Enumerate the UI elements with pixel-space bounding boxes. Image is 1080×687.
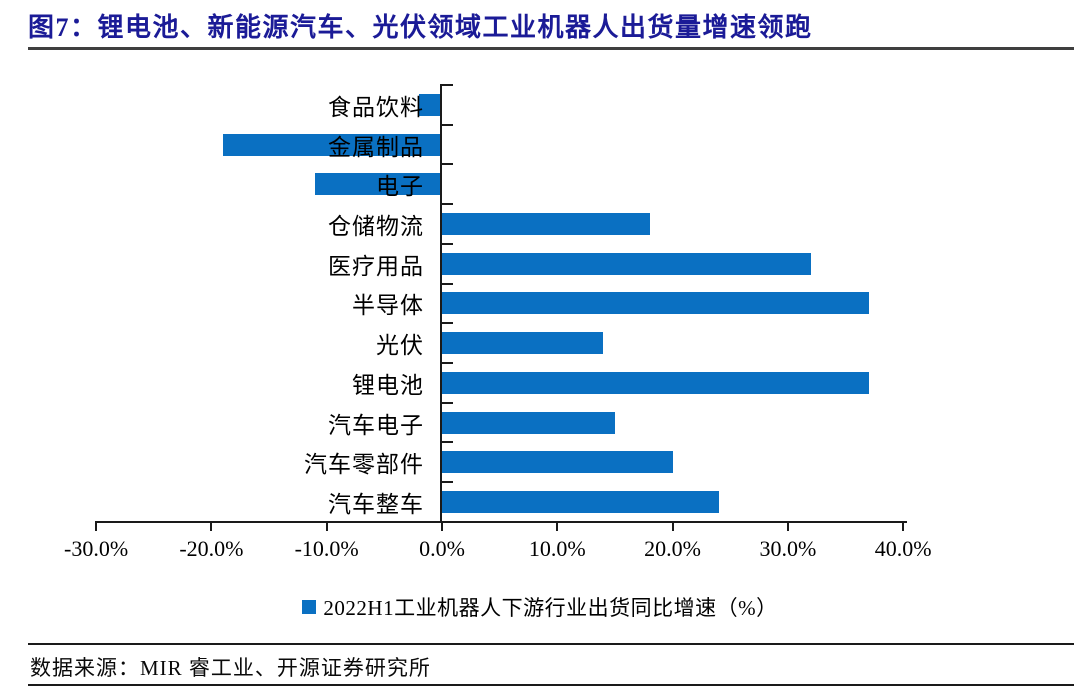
y-axis-tick	[440, 163, 453, 166]
y-axis-tick	[440, 282, 453, 285]
bar	[315, 173, 442, 196]
y-axis-tick	[440, 362, 453, 365]
bar	[442, 371, 869, 394]
footer-rule-bottom	[28, 684, 1074, 686]
bar	[222, 133, 442, 156]
y-axis-tick	[440, 322, 453, 325]
x-axis-tick-label: -30.0%	[64, 535, 129, 561]
category-label: 半导体	[352, 293, 424, 319]
x-axis-tick-label: 0.0%	[419, 535, 465, 561]
category-label: 汽车整车	[328, 492, 424, 518]
bar	[442, 292, 869, 315]
y-axis-tick	[440, 520, 453, 523]
x-axis-tick	[325, 522, 328, 531]
chart-legend: 2022H1工业机器人下游行业出货同比增速（%）	[0, 592, 1080, 622]
bar	[418, 93, 442, 116]
category-label: 食品饮料	[328, 94, 424, 120]
title-rule	[28, 47, 1074, 50]
category-label: 锂电池	[352, 372, 424, 398]
x-axis-tick	[210, 522, 213, 531]
category-label: 汽车电子	[328, 412, 424, 438]
data-source: 数据来源：MIR 睿工业、开源证券研究所	[30, 656, 431, 680]
category-label: 仓储物流	[328, 214, 424, 240]
footer-rule-top	[28, 643, 1074, 645]
bar	[442, 411, 615, 434]
bar	[442, 491, 719, 514]
legend-label: 2022H1工业机器人下游行业出货同比增速（%）	[323, 596, 778, 620]
bar	[442, 213, 650, 236]
x-axis-tick-label: -10.0%	[294, 535, 359, 561]
y-axis-line	[440, 85, 442, 523]
category-label: 光伏	[376, 333, 424, 359]
category-label: 汽车零部件	[304, 452, 424, 478]
bar	[442, 451, 673, 474]
category-label: 电子	[376, 174, 424, 200]
category-label: 金属制品	[328, 134, 424, 160]
x-axis-tick-label: 30.0%	[759, 535, 817, 561]
x-axis-tick-label: -20.0%	[179, 535, 244, 561]
bar-chart: 食品饮料金属制品电子仓储物流医疗用品半导体光伏锂电池汽车电子汽车零部件汽车整车 -…	[0, 55, 1080, 585]
category-label: 医疗用品	[328, 253, 424, 279]
y-axis-tick	[440, 242, 453, 245]
x-axis-line	[95, 520, 907, 523]
y-axis-tick	[440, 123, 453, 126]
y-axis-tick	[440, 203, 453, 206]
x-axis-tick-label: 10.0%	[528, 535, 586, 561]
legend-swatch-icon	[302, 600, 317, 614]
y-axis-tick	[440, 441, 453, 444]
x-axis-tick	[95, 522, 98, 531]
bar	[442, 332, 604, 355]
x-axis-tick	[786, 522, 789, 531]
y-axis-tick	[440, 481, 453, 484]
y-axis-tick	[440, 401, 453, 404]
x-axis-tick-label: 40.0%	[874, 535, 932, 561]
x-axis-tick	[556, 522, 559, 531]
x-axis-tick	[671, 522, 674, 531]
y-axis-tick	[440, 84, 453, 86]
x-axis-tick	[902, 522, 905, 531]
x-axis-tick	[441, 522, 443, 531]
x-axis-tick-label: 20.0%	[644, 535, 701, 561]
figure-title: 图7：锂电池、新能源汽车、光伏领域工业机器人出货量增速领跑	[28, 13, 813, 42]
bar	[442, 252, 811, 275]
